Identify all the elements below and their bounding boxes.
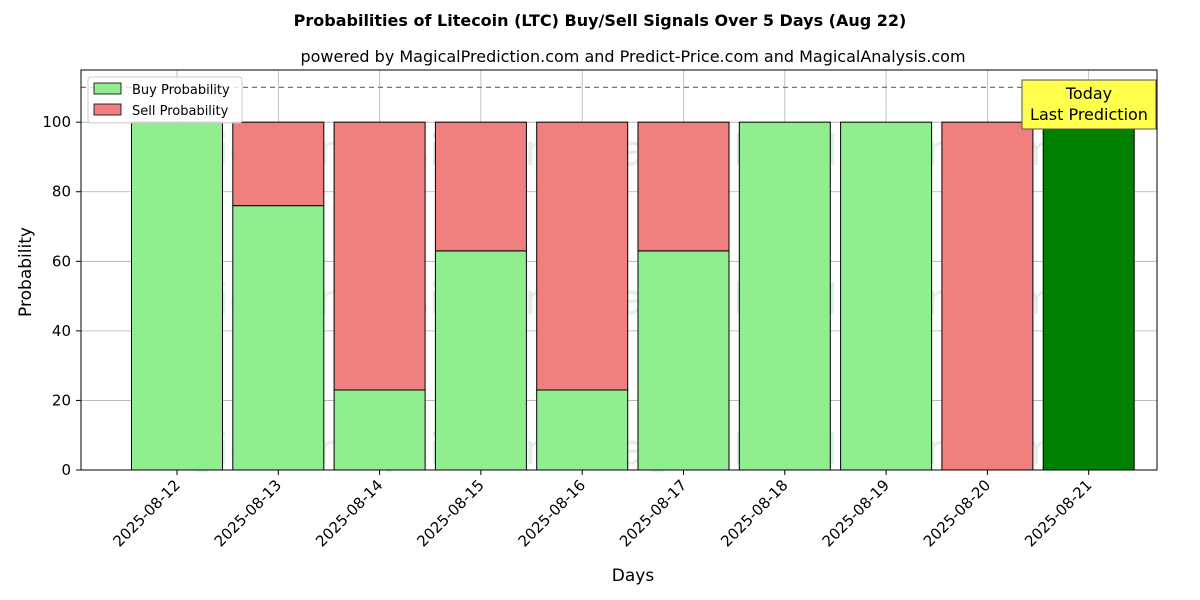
y-tick-label: 80: [52, 183, 71, 201]
x-tick-label: 2025-08-14: [312, 476, 386, 550]
chart-title: Probabilities of Litecoin (LTC) Buy/Sell…: [294, 11, 907, 30]
chart-subtitle: powered by MagicalPrediction.com and Pre…: [300, 47, 965, 66]
x-tick-label: 2025-08-21: [1021, 476, 1095, 550]
legend-box: [87, 76, 243, 124]
plot-frame: [80, 69, 1158, 471]
annotation-line-2: Last Prediction: [1030, 105, 1148, 124]
y-tick-label: 60: [52, 252, 71, 270]
sell-bar-2025-08-15: [434, 121, 527, 252]
buy-bar-2025-08-14: [333, 389, 426, 471]
buy-bar-2025-08-13: [232, 205, 325, 471]
buy-bar-2025-08-15: [434, 250, 527, 471]
sell-bar-2025-08-16: [536, 121, 629, 391]
x-axis-label: Days: [612, 566, 655, 586]
legend-swatch-sell: [93, 103, 122, 116]
y-tick-label: 20: [52, 391, 71, 409]
y-axis-ticks: 0 20 40 60 80 100: [42, 113, 81, 479]
legend-label-buy: Buy Probability: [132, 83, 230, 98]
x-tick-label: 2025-08-18: [717, 476, 791, 550]
sell-bar-2025-08-17: [637, 121, 730, 252]
x-tick-label: 2025-08-20: [920, 476, 994, 550]
legend: Buy Probability Sell Probability: [87, 76, 243, 124]
buy-bar-2025-08-16: [536, 389, 629, 471]
y-tick-label: 100: [42, 113, 71, 131]
bars: [131, 121, 1135, 471]
buy-bar-2025-08-12: [131, 121, 223, 471]
sell-bar-2025-08-14: [333, 121, 426, 391]
legend-swatch-buy: [93, 82, 122, 95]
annotation-box: [1021, 79, 1157, 130]
x-axis-ticks: 2025-08-12 2025-08-13 2025-08-14 2025-08-15…: [109, 470, 1096, 550]
x-tick-label: 2025-08-17: [616, 476, 690, 550]
y-axis-label: Probability: [16, 227, 36, 317]
sell-bar-2025-08-13: [232, 121, 325, 207]
sell-bar-2025-08-20: [941, 121, 1034, 471]
x-tick-label: 2025-08-15: [413, 476, 487, 550]
buy-bar-2025-08-18: [738, 121, 831, 471]
y-tick-label: 40: [52, 322, 71, 340]
legend-label-sell: Sell Probability: [132, 104, 229, 119]
buy-bar-2025-08-17: [637, 250, 730, 471]
x-tick-label: 2025-08-12: [109, 476, 183, 550]
today-annotation: Today Last Prediction: [1021, 79, 1157, 130]
y-tick-label: 0: [61, 461, 71, 479]
x-tick-label: 2025-08-13: [211, 476, 285, 550]
buy-bar-2025-08-21: [1042, 121, 1135, 471]
annotation-line-1: Today: [1065, 84, 1112, 103]
x-tick-label: 2025-08-16: [515, 476, 589, 550]
x-tick-label: 2025-08-19: [819, 476, 893, 550]
buy-bar-2025-08-19: [840, 121, 933, 471]
